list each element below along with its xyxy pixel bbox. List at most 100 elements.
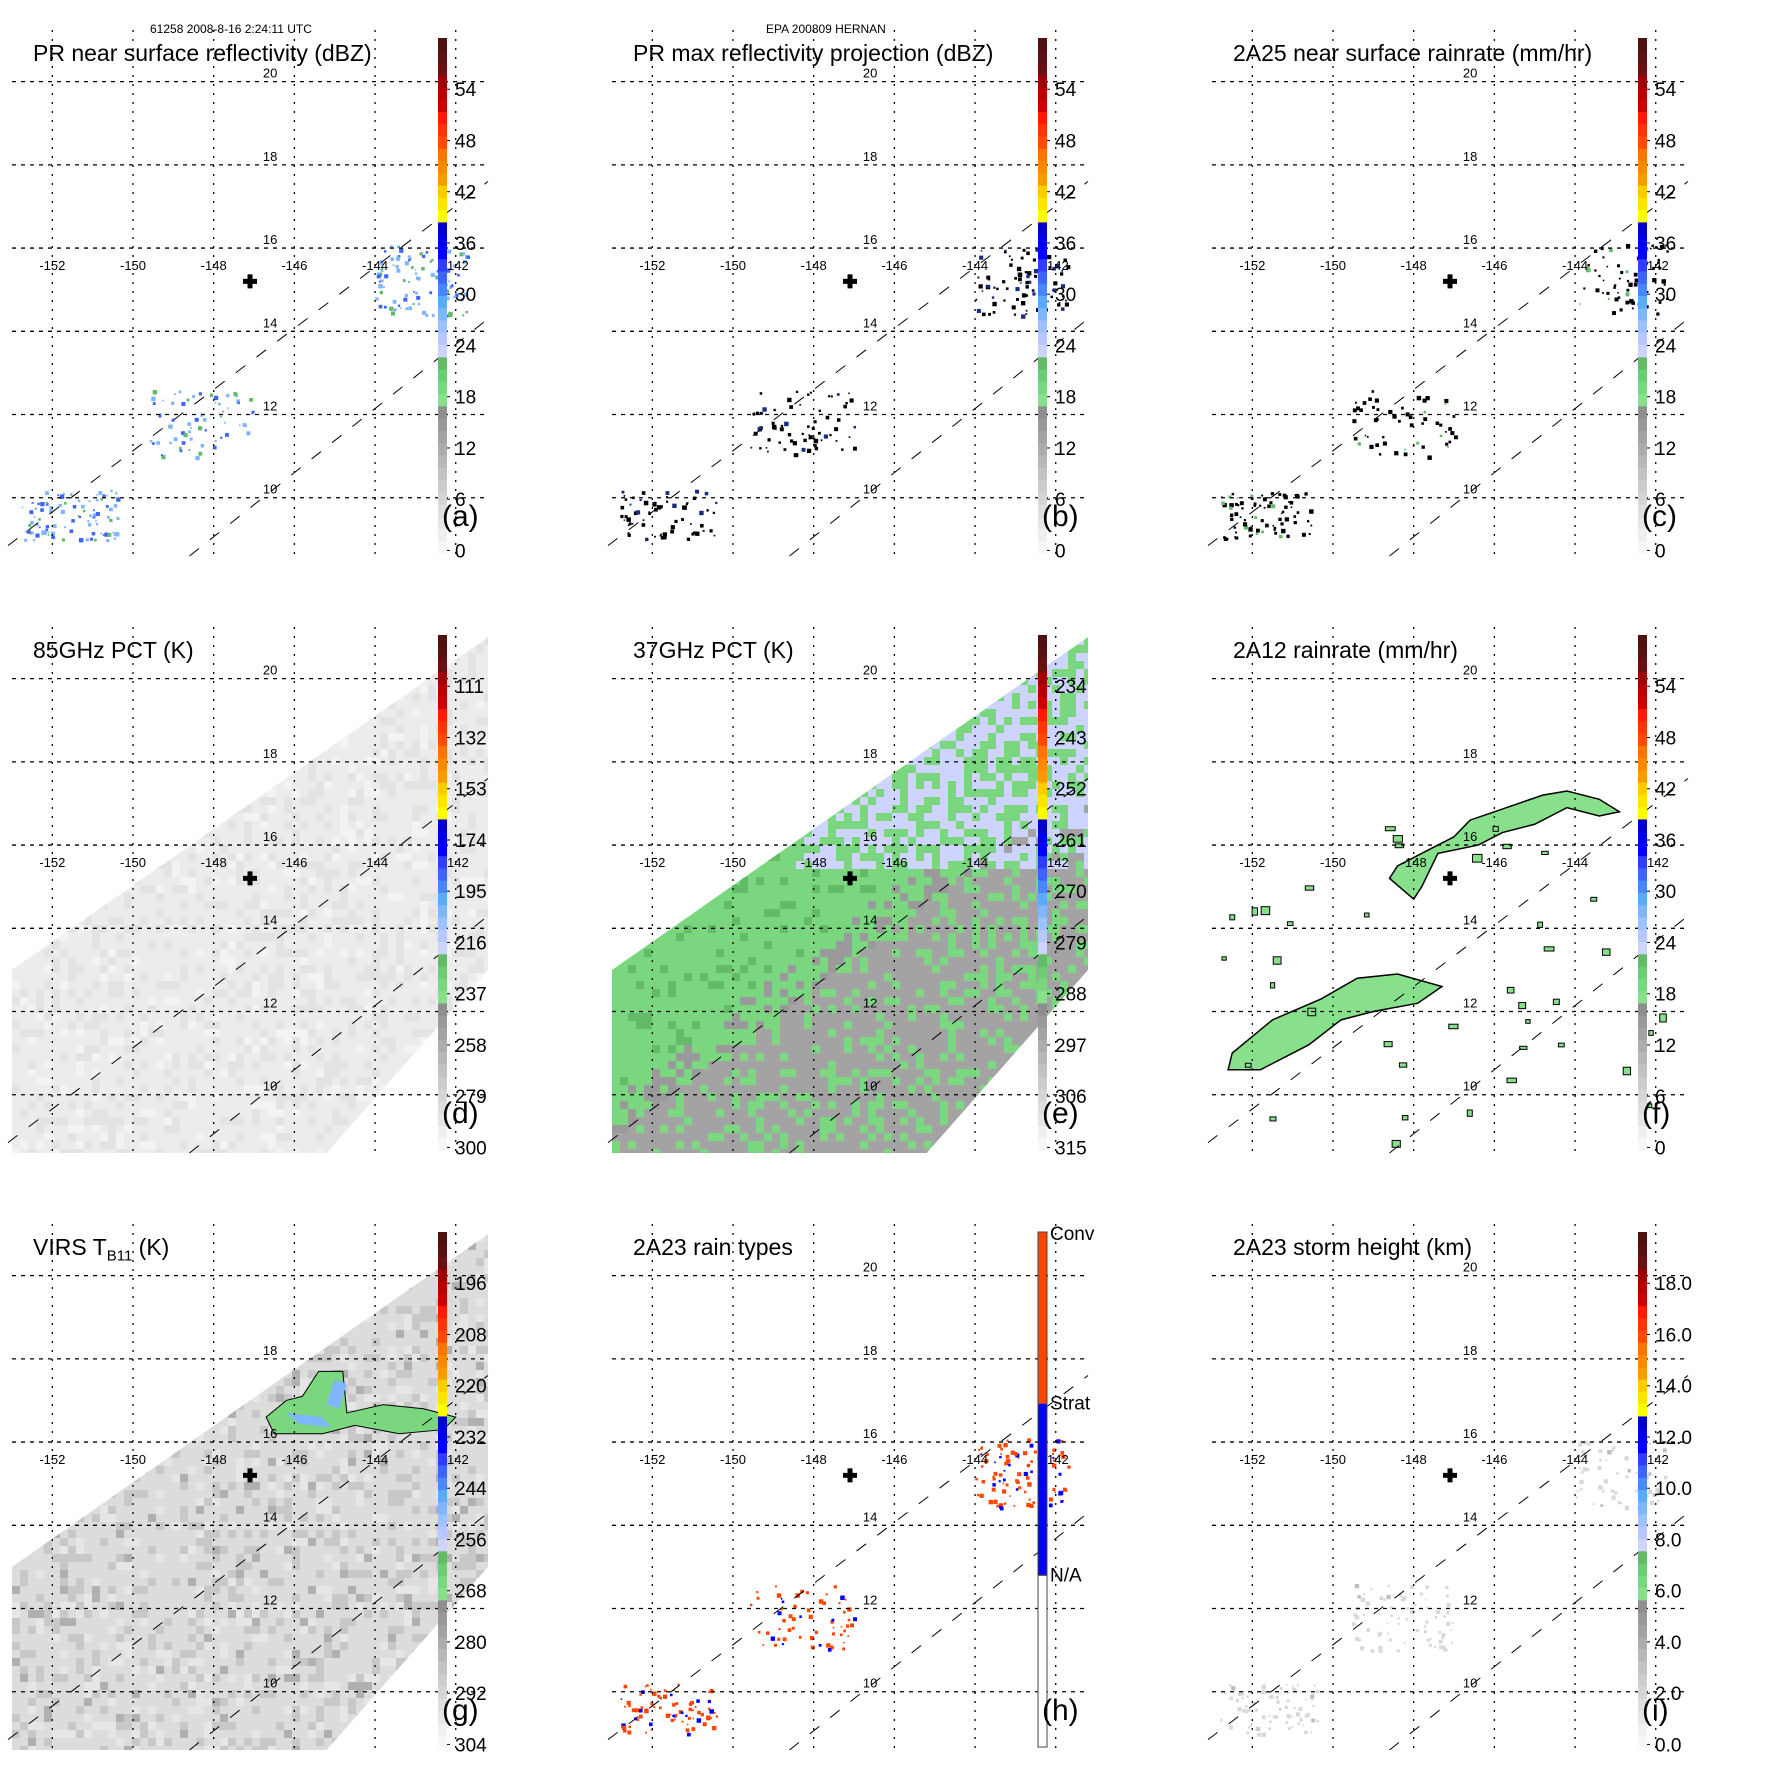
lat-tick-label: 10 [863,1676,877,1691]
colorbar-segment [1038,1076,1047,1090]
colorbar-segment [438,1563,447,1576]
swath-field [12,1234,488,1750]
colorbar-segment [438,1501,447,1515]
panel-title: 2A12 rainrate (mm/hr) [1233,637,1458,664]
colorbar-segment [1038,38,1047,51]
colorbar-segment [1038,1064,1047,1077]
lat-tick-label: 12 [263,1593,277,1608]
colorbar-segment [1038,393,1047,407]
colorbar-segment [438,148,447,162]
lat-tick-label: 14 [863,315,877,330]
colorbar-tick-label: 279 [455,1087,487,1108]
colorbar-segment [438,659,447,673]
lat-tick-label: 20 [863,1260,877,1275]
lon-tick-label: -152 [1239,258,1265,273]
map-plot-b: -152 -150 -148 -146 -144 -1422018161412105448… [607,30,1089,562]
lon-tick-label: -150 [720,1452,746,1467]
colorbar-segment [438,356,447,370]
colorbar-segment [438,1244,447,1258]
colorbar-segment [1638,356,1647,370]
colorbar-segment [1038,467,1047,480]
colorbar-segment [438,516,447,529]
colorbar-segment [438,172,447,186]
map-plot-c: -152 -150 -148 -146 -144 -1422018161412105448… [1207,30,1689,562]
reflectivity-echoes [21,245,470,543]
colorbar-segment [1038,197,1047,211]
colorbar-segment [1038,720,1047,734]
colorbar-segment [1638,1599,1647,1613]
rain-type-pixels [620,1438,1071,1737]
colorbar-segment [438,160,447,174]
colorbar-tick-label: 16.0 [1655,1325,1692,1346]
colorbar-tick-label: 288 [1055,985,1087,1006]
colorbar-segment [1638,1636,1647,1650]
colorbar-segment [1638,381,1647,395]
colorbar-segment [1638,941,1647,955]
colorbar-segment [438,1330,447,1343]
colorbar-segment [1038,966,1047,979]
colorbar-tick-label: 30 [1655,285,1676,306]
colorbar-segment [1638,831,1647,844]
storm-center-marker [243,274,257,289]
colorbar-segment [1038,1051,1047,1065]
colorbar-segment [438,1575,447,1589]
colorbar-tick-label: 6 [455,490,466,511]
colorbar-segment [1638,1293,1647,1307]
colorbar: 196 208 220 232 244 256 268 280 292 304 [438,1232,487,1756]
colorbar-segment [1038,892,1047,906]
colorbar-segment [438,720,447,734]
lon-tick-label: -142 [443,258,469,273]
colorbar-segment [1038,831,1047,844]
colorbar-segment [1038,221,1047,235]
colorbar-tick-label: 237 [455,985,487,1006]
colorbar-segment [1038,659,1047,673]
colorbar-segment [438,867,447,881]
colorbar-segment [1638,978,1647,992]
lon-tick-label: -150 [720,855,746,870]
colorbar-segment [1038,917,1047,930]
pr-swath-edge-line [7,1375,489,1740]
colorbar-segment [438,50,447,64]
colorbar-segment [1638,1317,1647,1331]
lon-tick-label: -152 [1239,1452,1265,1467]
panel-title: 2A25 near surface rainrate (mm/hr) [1233,40,1592,67]
colorbar-segment [1038,454,1047,468]
colorbar-segment [438,917,447,930]
colorbar-segment [438,843,447,857]
colorbar-tick-label: 18 [1655,388,1676,409]
colorbar-segment [1638,479,1647,493]
panel-title-suffix: (K) [132,1234,170,1260]
colorbar-segment [1038,258,1047,272]
colorbar-segment [1638,258,1647,272]
colorbar-tick-label: 234 [1055,677,1087,698]
colorbar-segment [438,1673,447,1687]
colorbar-segment [438,1550,447,1564]
colorbar-segment [438,123,447,137]
lat-tick-label: 10 [1463,1676,1477,1691]
colorbar-tick-label: 54 [1655,80,1677,101]
colorbar-segment [438,344,447,358]
colorbar-segment [438,1624,447,1638]
colorbar-segment [1638,1415,1647,1429]
colorbar-segment [1638,454,1647,468]
colorbar-segment [1638,369,1647,382]
lat-tick-label: 16 [263,1426,277,1441]
colorbar-segment [1638,1734,1647,1748]
colorbar-segment [1038,647,1047,661]
colorbar-segment [1638,1125,1647,1139]
colorbar-segment [1038,430,1047,444]
pr-swath-edge-line [1207,1375,1689,1740]
colorbar-segment [1038,123,1047,137]
pr-swath-edge-line [607,778,1089,1143]
colorbar-segment [438,1100,447,1114]
colorbar-segment [1638,74,1647,88]
colorbar-segment [1038,1088,1047,1102]
colorbar-segment [1638,904,1647,918]
colorbar-segment [1638,1550,1647,1564]
colorbar-segment [1638,1428,1647,1441]
colorbar-segment [438,1268,447,1282]
rain-band-regions [1221,790,1667,1148]
lat-tick-label: 12 [263,399,277,414]
colorbar: 234 243 252 261 270 279 288 297 306 315 [1038,635,1087,1159]
colorbar-segment [1638,197,1647,211]
